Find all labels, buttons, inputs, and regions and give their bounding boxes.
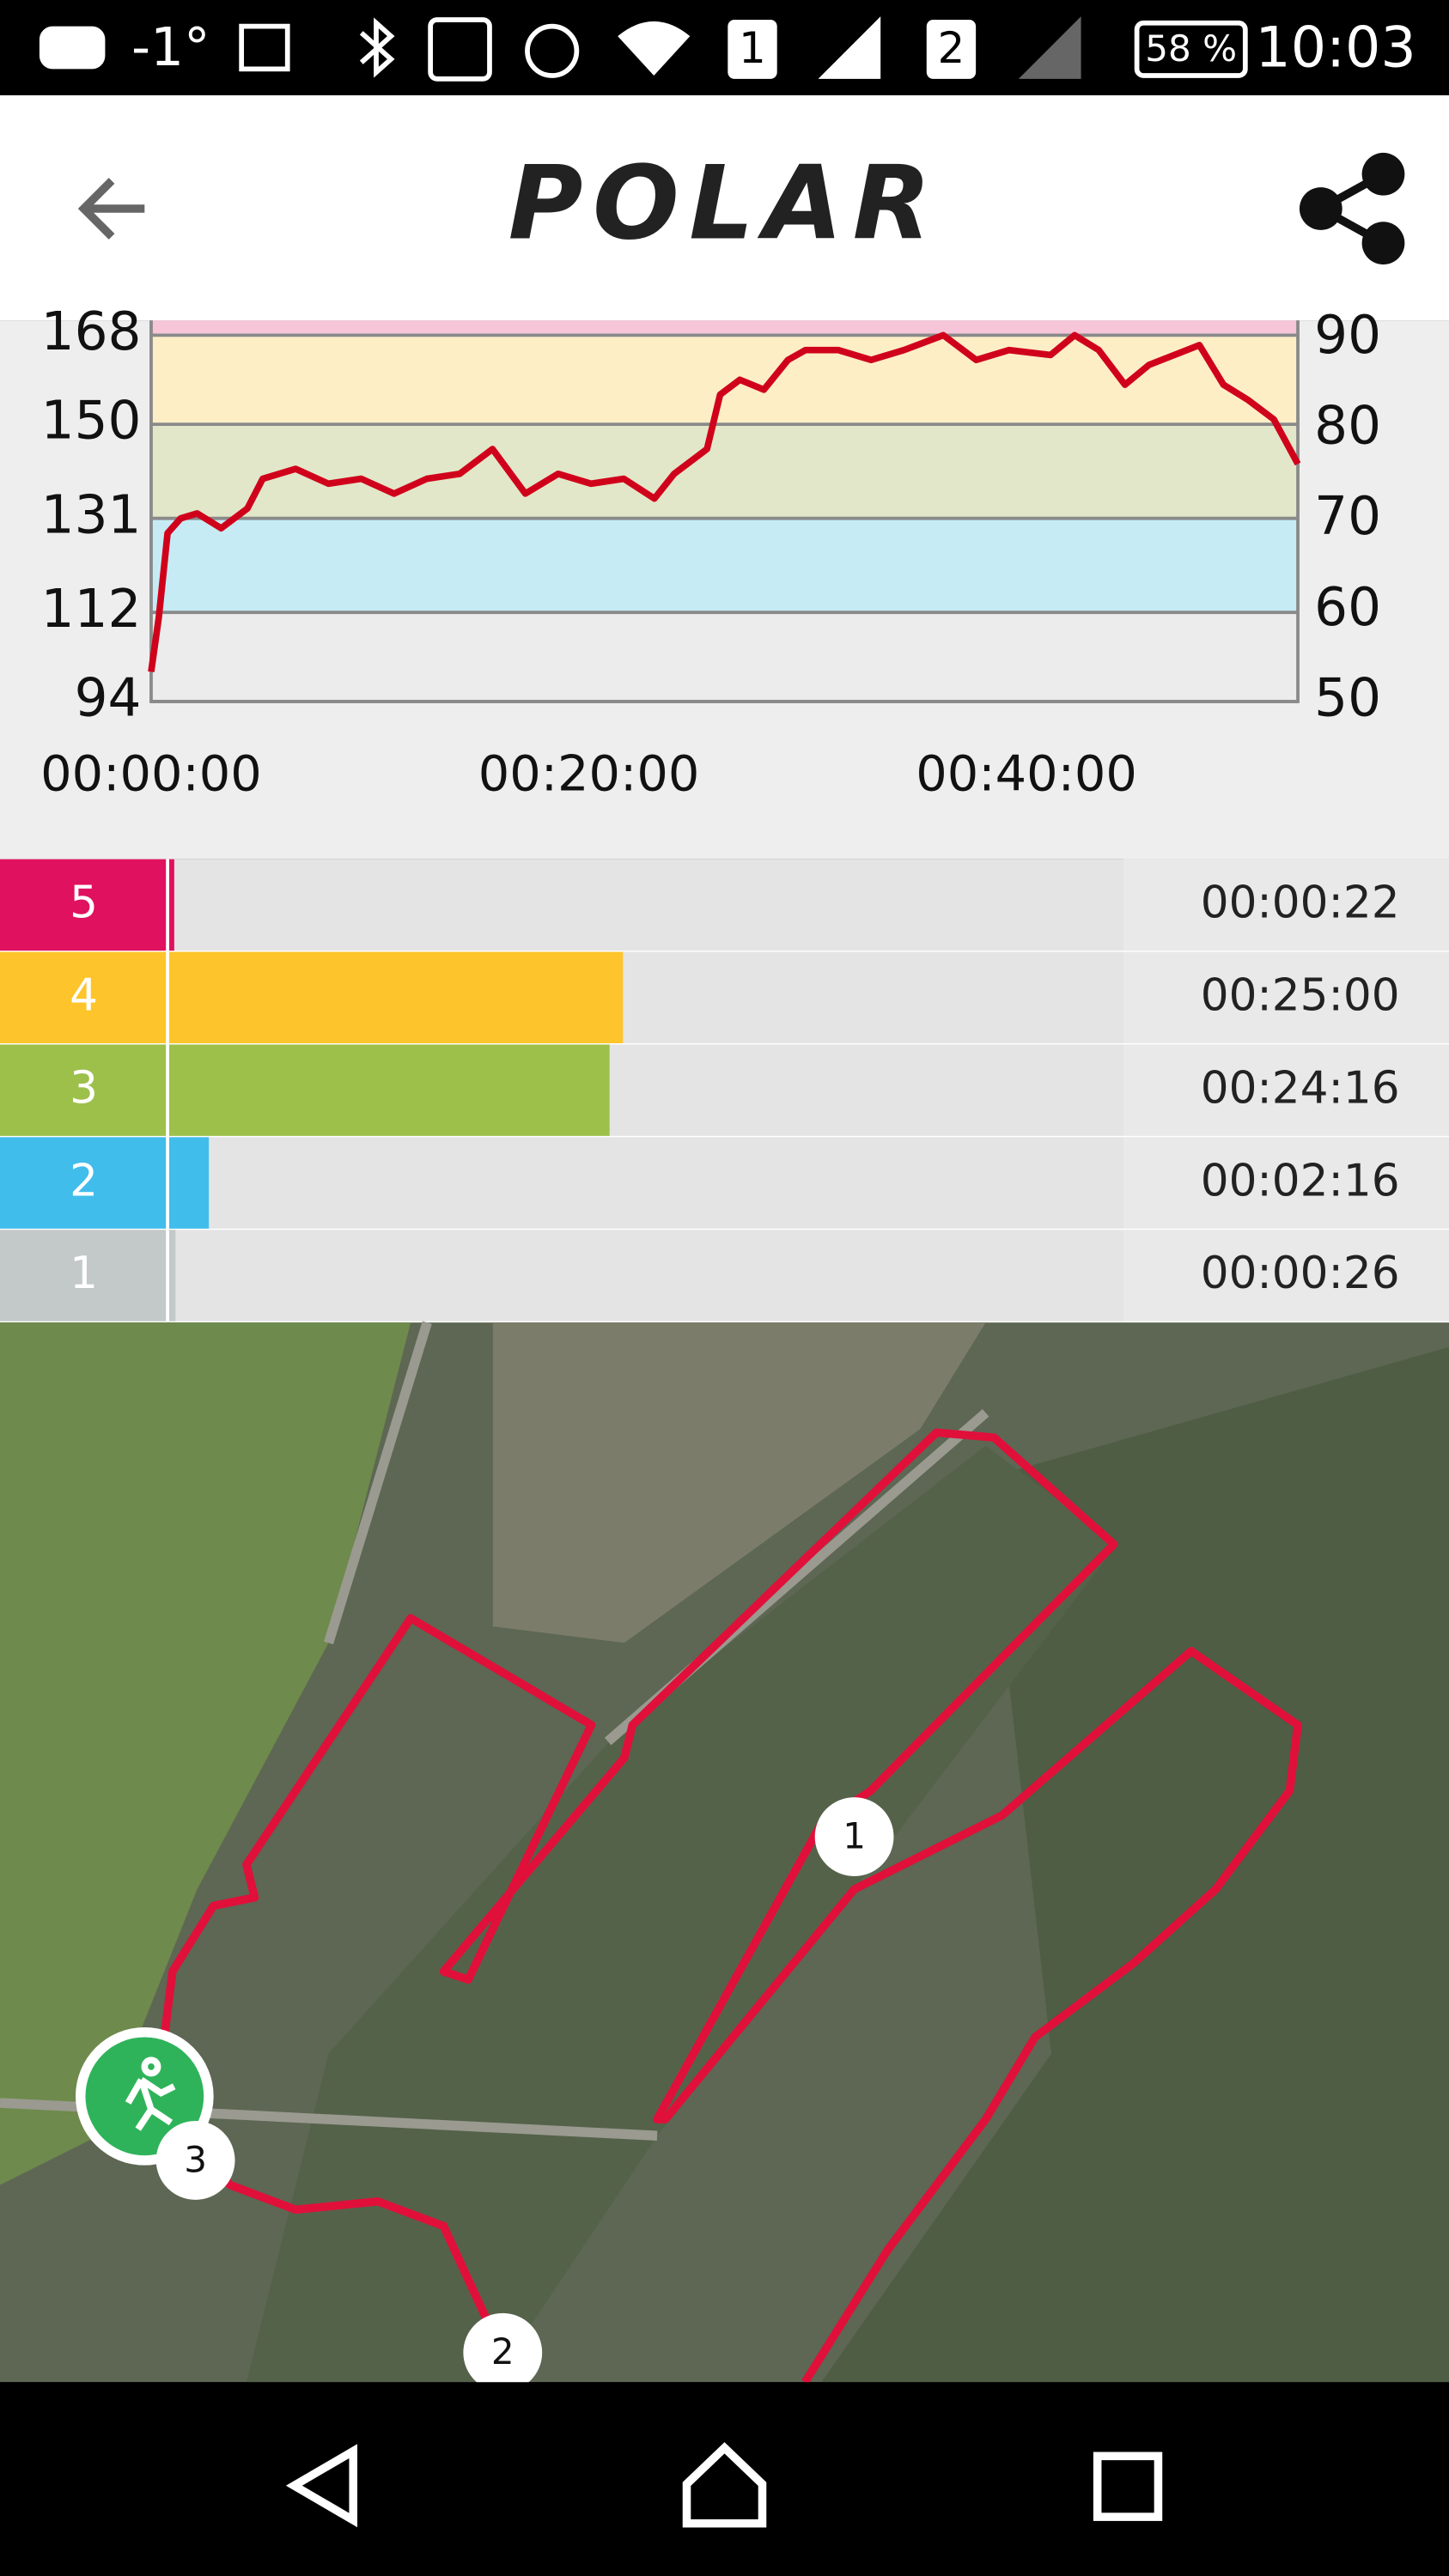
nav-recents[interactable] (1093, 2451, 1163, 2521)
plot-frame (149, 320, 1300, 703)
map-block (821, 1346, 1449, 2383)
lap-marker[interactable] (814, 1797, 894, 1876)
y-tick-label: 131 (41, 484, 142, 545)
zone-time-cell (1123, 1230, 1449, 1323)
nav-home[interactable] (682, 2442, 767, 2528)
zone-label: 5 (70, 878, 98, 929)
zone-time: 00:00:22 (1201, 878, 1400, 929)
map: 1 2 3 (0, 1321, 1449, 2392)
sim2-icon (926, 19, 977, 79)
message-icon (39, 26, 106, 70)
zone-label: 2 (70, 1155, 98, 1206)
zone-label-cell (0, 1137, 168, 1230)
zone-label-cell (0, 951, 168, 1045)
zone-time-cell (1123, 1137, 1449, 1230)
y2-tick-label: 70 (1314, 486, 1381, 547)
y2-tick-label: 50 (1314, 668, 1381, 729)
run-icon (125, 2057, 176, 2131)
zone-bar (167, 859, 174, 952)
temperature: -1° (131, 17, 210, 78)
zones-table: 5 00:00:22 4 00:25:00 3 00:24:16 2 00:02:16 1 00:… (0, 859, 1449, 1324)
zone-time: 00:00:26 (1201, 1248, 1400, 1299)
zone-label-cell (0, 1230, 168, 1323)
lap-marker-label: 2 (491, 2330, 514, 2372)
map-block (492, 1322, 986, 1643)
zone-band (150, 335, 1299, 425)
alarm-icon (525, 23, 580, 78)
y-tick-label: 150 (41, 391, 142, 452)
y2-tick-label: 60 (1314, 577, 1381, 638)
zone-time-cell (1123, 859, 1449, 952)
sim1-label: 1 (739, 23, 766, 73)
lap-marker-label: 1 (843, 1814, 866, 1856)
y-tick-label: 94 (75, 668, 142, 729)
nfc-icon (428, 17, 492, 82)
y2-tick-label: 90 (1314, 305, 1381, 366)
sim2-label: 2 (938, 23, 965, 73)
map-field (0, 1322, 411, 2185)
zone-time: 00:24:16 (1201, 1062, 1400, 1114)
zone-band (150, 320, 1299, 336)
zone-band (150, 612, 1299, 702)
image-icon (239, 23, 290, 72)
hr-line (148, 331, 1301, 672)
zone-time-cell (1123, 951, 1449, 1045)
x-tick-label: 00:20:00 (478, 745, 700, 803)
zone-bar (167, 951, 624, 1045)
zone-time: 00:02:16 (1201, 1155, 1400, 1206)
lap-marker-label: 3 (184, 2138, 207, 2180)
battery-level: 58 % (1145, 27, 1237, 70)
hr-chart: 94 112 131 150 168 50 60 70 80 90 00:00:00 00:20:00… (40, 301, 1381, 803)
battery-icon (1134, 20, 1248, 78)
zone-bar (167, 1137, 210, 1230)
zone-bar (167, 1044, 610, 1138)
app-bar (0, 94, 1449, 321)
back-button[interactable] (77, 178, 145, 240)
zone-label: 4 (70, 969, 98, 1021)
x-tick-label: 00:00:00 (40, 745, 262, 803)
lap-marker[interactable] (463, 2312, 543, 2392)
polar-logo: POLAR (508, 144, 941, 263)
wifi-icon (618, 21, 691, 76)
map-block (246, 1445, 1117, 2383)
sim1-icon (728, 19, 777, 79)
zone-band (150, 518, 1299, 613)
zone-time-cell (1123, 1044, 1449, 1138)
zone-label-cell (0, 1044, 168, 1138)
y2-tick-label: 80 (1314, 395, 1381, 456)
nav-bar (0, 2382, 1449, 2576)
clock: 10:03 (1255, 15, 1416, 80)
y-tick-label: 112 (41, 579, 142, 640)
share-line (1312, 170, 1385, 247)
nav-back[interactable] (285, 2444, 358, 2528)
zone-time: 00:25:00 (1201, 969, 1400, 1021)
zone-bar (167, 1230, 176, 1323)
zone-label: 1 (70, 1248, 98, 1299)
x-tick-label: 00:40:00 (916, 745, 1137, 803)
zone-band (150, 424, 1299, 519)
bluetooth-icon (359, 17, 395, 78)
zone-label: 3 (70, 1062, 98, 1114)
zone-label-cell (0, 859, 168, 952)
lap-marker[interactable] (155, 2121, 235, 2200)
y-tick-label: 168 (41, 301, 142, 362)
share-button[interactable] (1299, 152, 1405, 265)
